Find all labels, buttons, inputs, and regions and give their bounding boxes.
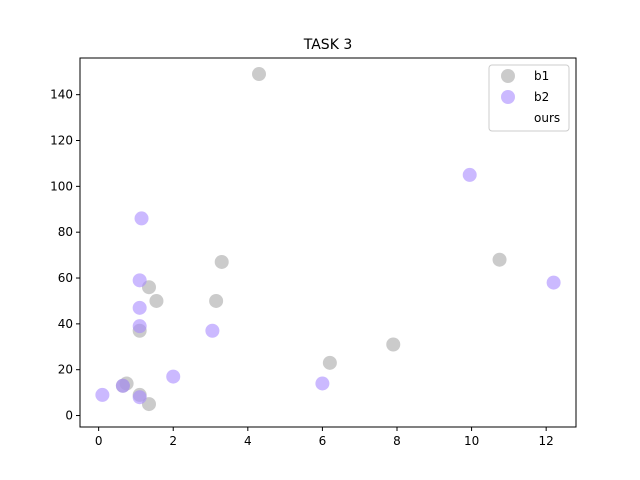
chart-title: TASK 3 [303, 37, 352, 53]
point-b1 [252, 67, 267, 82]
point-b2 [462, 167, 477, 182]
plot-points [95, 67, 561, 412]
y-tick-label: 80 [58, 225, 73, 239]
point-b2 [166, 369, 181, 384]
point-b1 [492, 252, 507, 267]
y-tick-label: 140 [50, 88, 73, 102]
point-b2 [132, 300, 147, 315]
point-b2 [132, 273, 147, 288]
x-tick-label: 4 [244, 434, 252, 448]
y-tick-label: 120 [50, 134, 73, 148]
legend-marker-ours [501, 111, 515, 125]
plot-frame [79, 57, 577, 428]
point-b2 [205, 323, 220, 338]
x-tick-label: 6 [319, 434, 327, 448]
y-tick-label: 100 [50, 179, 73, 193]
point-b2 [546, 275, 561, 290]
point-b1 [149, 293, 164, 308]
x-tick-label: 8 [393, 434, 401, 448]
point-b2 [132, 390, 147, 405]
y-axis: 0 20 40 60 80 100 120 140 [50, 88, 80, 423]
point-b2 [115, 378, 130, 393]
legend-label-b1: b1 [534, 69, 549, 83]
point-b1 [386, 337, 401, 352]
point-b2 [315, 376, 330, 391]
legend-marker-b2 [501, 90, 515, 104]
point-b2 [132, 319, 147, 334]
x-tick-label: 10 [464, 434, 479, 448]
legend-marker-b1 [501, 69, 515, 83]
point-b1 [322, 355, 337, 370]
x-tick-label: 2 [169, 434, 177, 448]
legend-label-ours: ours [534, 111, 560, 125]
point-b2 [95, 387, 110, 402]
y-tick-label: 20 [58, 363, 73, 377]
x-tick-label: 12 [539, 434, 554, 448]
point-b2 [134, 211, 149, 226]
y-tick-label: 0 [65, 409, 73, 423]
y-tick-label: 60 [58, 271, 73, 285]
legend-label-b2: b2 [534, 90, 549, 104]
x-axis: 0 2 4 6 8 10 12 [95, 427, 554, 448]
legend: b1 b2 ours [488, 64, 570, 132]
point-b1 [209, 293, 224, 308]
y-tick-label: 40 [58, 317, 73, 331]
x-tick-label: 0 [95, 434, 103, 448]
point-b1 [214, 254, 229, 269]
